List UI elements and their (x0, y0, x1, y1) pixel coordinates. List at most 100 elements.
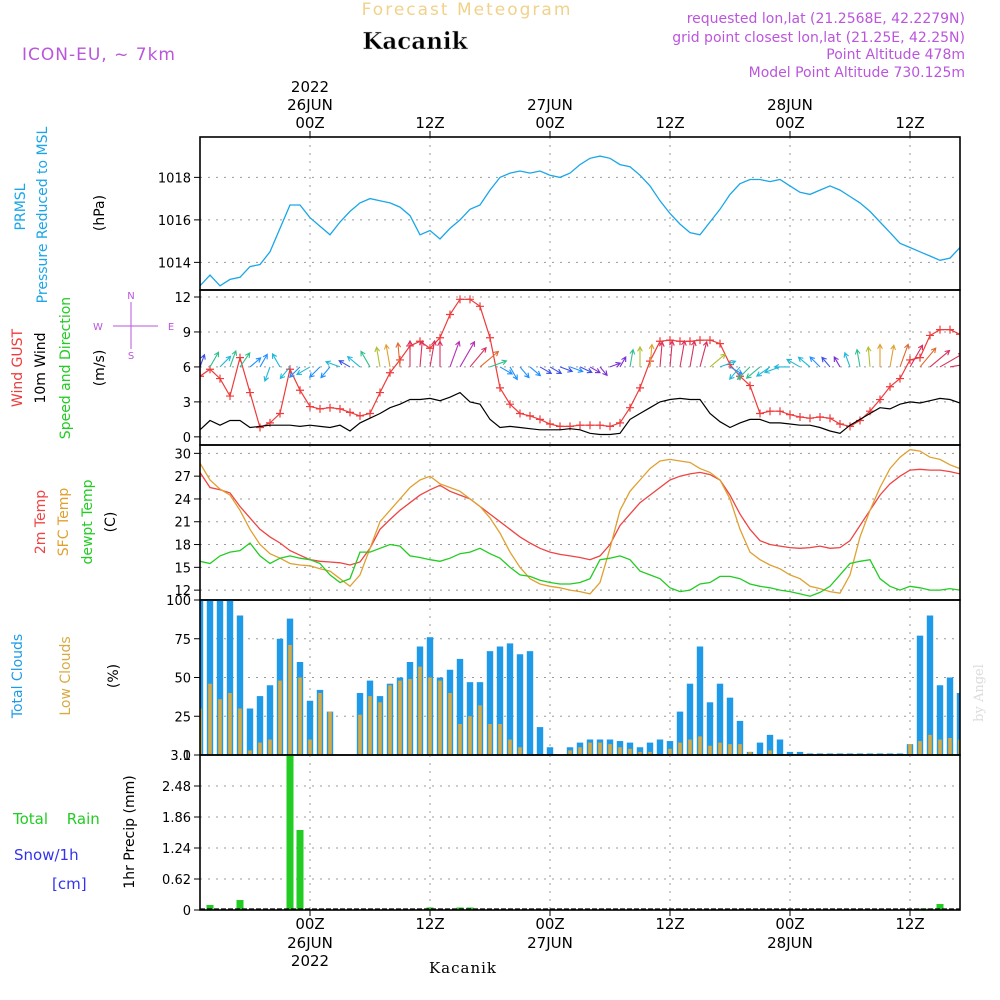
low-cloud-bar (448, 693, 452, 755)
gust-point (306, 402, 314, 411)
chart-panels: 1014101610180369121215182124273002550751… (158, 136, 985, 919)
ytick-label: 1018 (158, 171, 191, 186)
snow-unit: [cm] (52, 875, 87, 893)
wind-arrow (865, 345, 872, 367)
wind-arrow (271, 352, 281, 368)
wind-arrow (419, 339, 425, 367)
panel-pressure: 1014 1016 1018 (158, 136, 961, 291)
gust-point (286, 365, 294, 374)
wind-arrow (960, 365, 985, 370)
total-cloud-bar (946, 677, 954, 755)
total-cloud-bar (736, 720, 744, 755)
low-cloud-bar (358, 714, 362, 755)
model-altitude: Model Point Altitude 730.125m (749, 65, 965, 81)
wind-arrow (346, 355, 361, 368)
gust-point (816, 413, 824, 422)
low-cloud-bar (228, 693, 232, 755)
ytick-label: 0 (183, 749, 191, 764)
total-cloud-bar (666, 741, 674, 755)
wind-arrow (324, 360, 341, 368)
wind-arrow (529, 366, 542, 377)
ytick-label: 3.1 (170, 749, 191, 764)
low-cloud-bar (268, 739, 272, 755)
rain-bar (206, 905, 214, 910)
gust-point (496, 383, 504, 392)
series-10m-wind (200, 391, 960, 436)
total-cloud-bar (246, 708, 254, 755)
ytick-label: 15 (174, 561, 191, 576)
low-cloud-bar (308, 739, 312, 755)
panel-precip: 0 0.62 1.24 1.86 2.48 3.1 (162, 749, 961, 919)
wind-arrow (599, 366, 608, 377)
ytick-label: 0.62 (162, 873, 191, 888)
wind-arrow (459, 340, 476, 368)
total-cloud-bar (226, 600, 234, 755)
low-cloud-bar (958, 739, 960, 755)
low-cloud-bar (208, 683, 212, 755)
gust-label: Wind GUST (10, 328, 26, 407)
wind-arrow (609, 361, 622, 368)
total-cloud-bar (726, 697, 734, 755)
gust-point (886, 382, 894, 391)
low-cloud-bar (718, 742, 722, 755)
wind-arrow (479, 350, 500, 368)
ytick-label: 12 (174, 291, 191, 306)
total-cloud-bar (216, 600, 224, 755)
gust-point (366, 409, 374, 418)
ytick-label: 1.24 (162, 842, 191, 857)
gust-point (456, 295, 464, 304)
low-cloud-bar (668, 748, 672, 755)
wind-arrow (320, 366, 331, 379)
low-cloud-bar (908, 744, 912, 755)
cloud-unit: (%) (106, 664, 122, 688)
precip-labels: Total Rain Snow/1h [cm] 1hr Precip (mm) (12, 775, 138, 893)
footer-location: Kacanik (429, 959, 497, 977)
gust-point (946, 325, 954, 334)
ytick-label: 12 (174, 584, 191, 599)
wind-arrow (429, 339, 437, 368)
xtick-top-date: 26JUN (287, 96, 333, 114)
precip-plot (200, 755, 960, 910)
gust-point (956, 330, 960, 339)
ytick-label: 75 (174, 633, 191, 648)
low-cloud-bar (688, 739, 692, 755)
wind-arrow (449, 340, 461, 368)
wind-arrow (833, 355, 841, 368)
compass-west: W (93, 322, 103, 333)
pressure-label-1: PRMSL (13, 183, 29, 230)
gust-point (796, 413, 804, 422)
wind-arrow (579, 366, 593, 374)
wind-unit: (m/s) (92, 350, 108, 387)
wind-arrow (629, 348, 636, 368)
wind-arrow (637, 345, 643, 367)
gust-point (906, 355, 914, 364)
low-cloud-bar (258, 742, 262, 755)
low-cloud-bar (638, 751, 642, 755)
wind-arrow (719, 359, 737, 368)
wind-arrow (619, 355, 627, 368)
low-cloud-bar (568, 750, 572, 755)
total-cloud-bar (266, 685, 274, 755)
xtick-top-time: 00Z (295, 114, 324, 132)
total-cloud-bar (756, 742, 764, 755)
pressure-labels: PRMSL Pressure Reduced to MSL (hPa) (13, 126, 108, 303)
low-cloud-bar (508, 739, 512, 755)
gust-point (766, 407, 774, 416)
wind-arrow (229, 349, 238, 368)
gust-point (666, 336, 674, 345)
gust-point (656, 337, 664, 346)
panel-frame (199, 444, 961, 601)
wind-arrow (709, 353, 727, 368)
low-cloud-bar (278, 680, 282, 755)
wind-arrow (658, 340, 665, 367)
low-cloud-bar (418, 666, 422, 755)
series-prmsl (200, 155, 960, 287)
gust-point (246, 388, 254, 397)
gust-point (836, 420, 844, 429)
credit-watermark: by Angel (972, 664, 987, 722)
gust-point (376, 388, 384, 397)
wind-arrow (797, 356, 811, 368)
total-cloud-bar (706, 702, 714, 755)
low-cloud-bar (318, 693, 322, 755)
wind-arrow (308, 366, 321, 378)
